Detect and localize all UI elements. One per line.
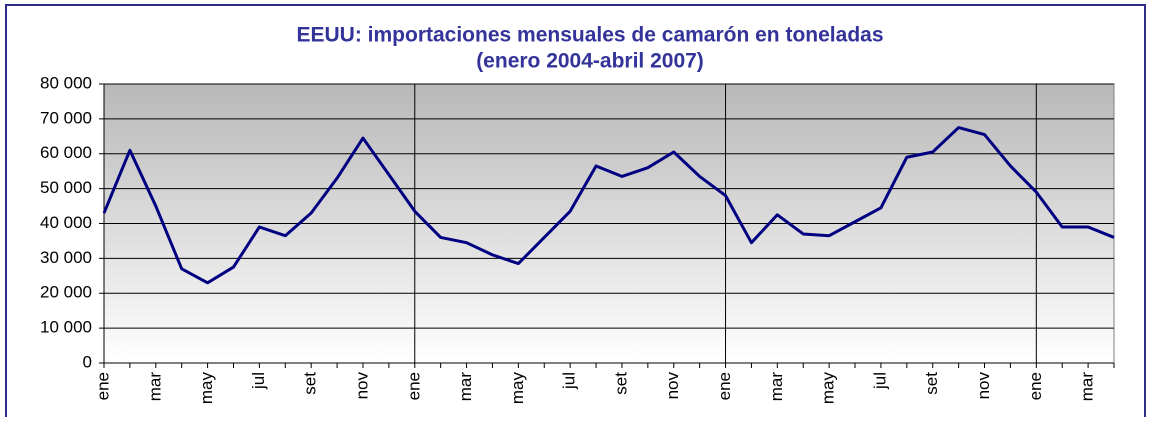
- frame: [5, 4, 1146, 422]
- x-tick-label: mar: [456, 372, 475, 402]
- y-tick-label: 60 000: [40, 143, 92, 162]
- x-tick-label: nov: [352, 372, 371, 400]
- y-tick-label: 10 000: [40, 318, 92, 337]
- y-tick-label: 20 000: [40, 283, 92, 302]
- x-tick-label: ene: [93, 372, 112, 400]
- y-tick-label: 50 000: [40, 178, 92, 197]
- series-line: [102, 126, 1115, 285]
- x-tick-label: may: [508, 372, 527, 405]
- x-tick-label: jul: [560, 372, 579, 390]
- y-tick-label: 0: [83, 352, 92, 371]
- x-tick-label: jul: [249, 372, 268, 390]
- y-tick-label: 70 000: [40, 108, 92, 127]
- chart-title: EEUU: importaciones mensuales de camarón…: [296, 24, 883, 47]
- x-tick-label: nov: [974, 372, 993, 400]
- x-tick-label: set: [611, 372, 630, 395]
- x-tick-label: ene: [404, 372, 423, 400]
- x-tick-label: mar: [145, 372, 164, 402]
- x-tick-label: jul: [870, 372, 889, 390]
- chart-subtitle: (enero 2004-abril 2007): [476, 50, 704, 73]
- x-tick-label: mar: [1078, 372, 1097, 402]
- x-tick-label: nov: [663, 372, 682, 400]
- y-tick-label: 30 000: [40, 248, 92, 267]
- y-tick-label: 40 000: [40, 213, 92, 232]
- y-tick-label: 80 000: [40, 73, 92, 92]
- x-tick-label: set: [301, 372, 320, 395]
- x-tick-label: may: [197, 372, 216, 405]
- x-tick-label: mar: [767, 372, 786, 402]
- x-tick-label: set: [922, 372, 941, 395]
- x-tick-label: ene: [1026, 372, 1045, 400]
- x-tick-label: ene: [715, 372, 734, 400]
- x-tick-label: may: [819, 372, 838, 405]
